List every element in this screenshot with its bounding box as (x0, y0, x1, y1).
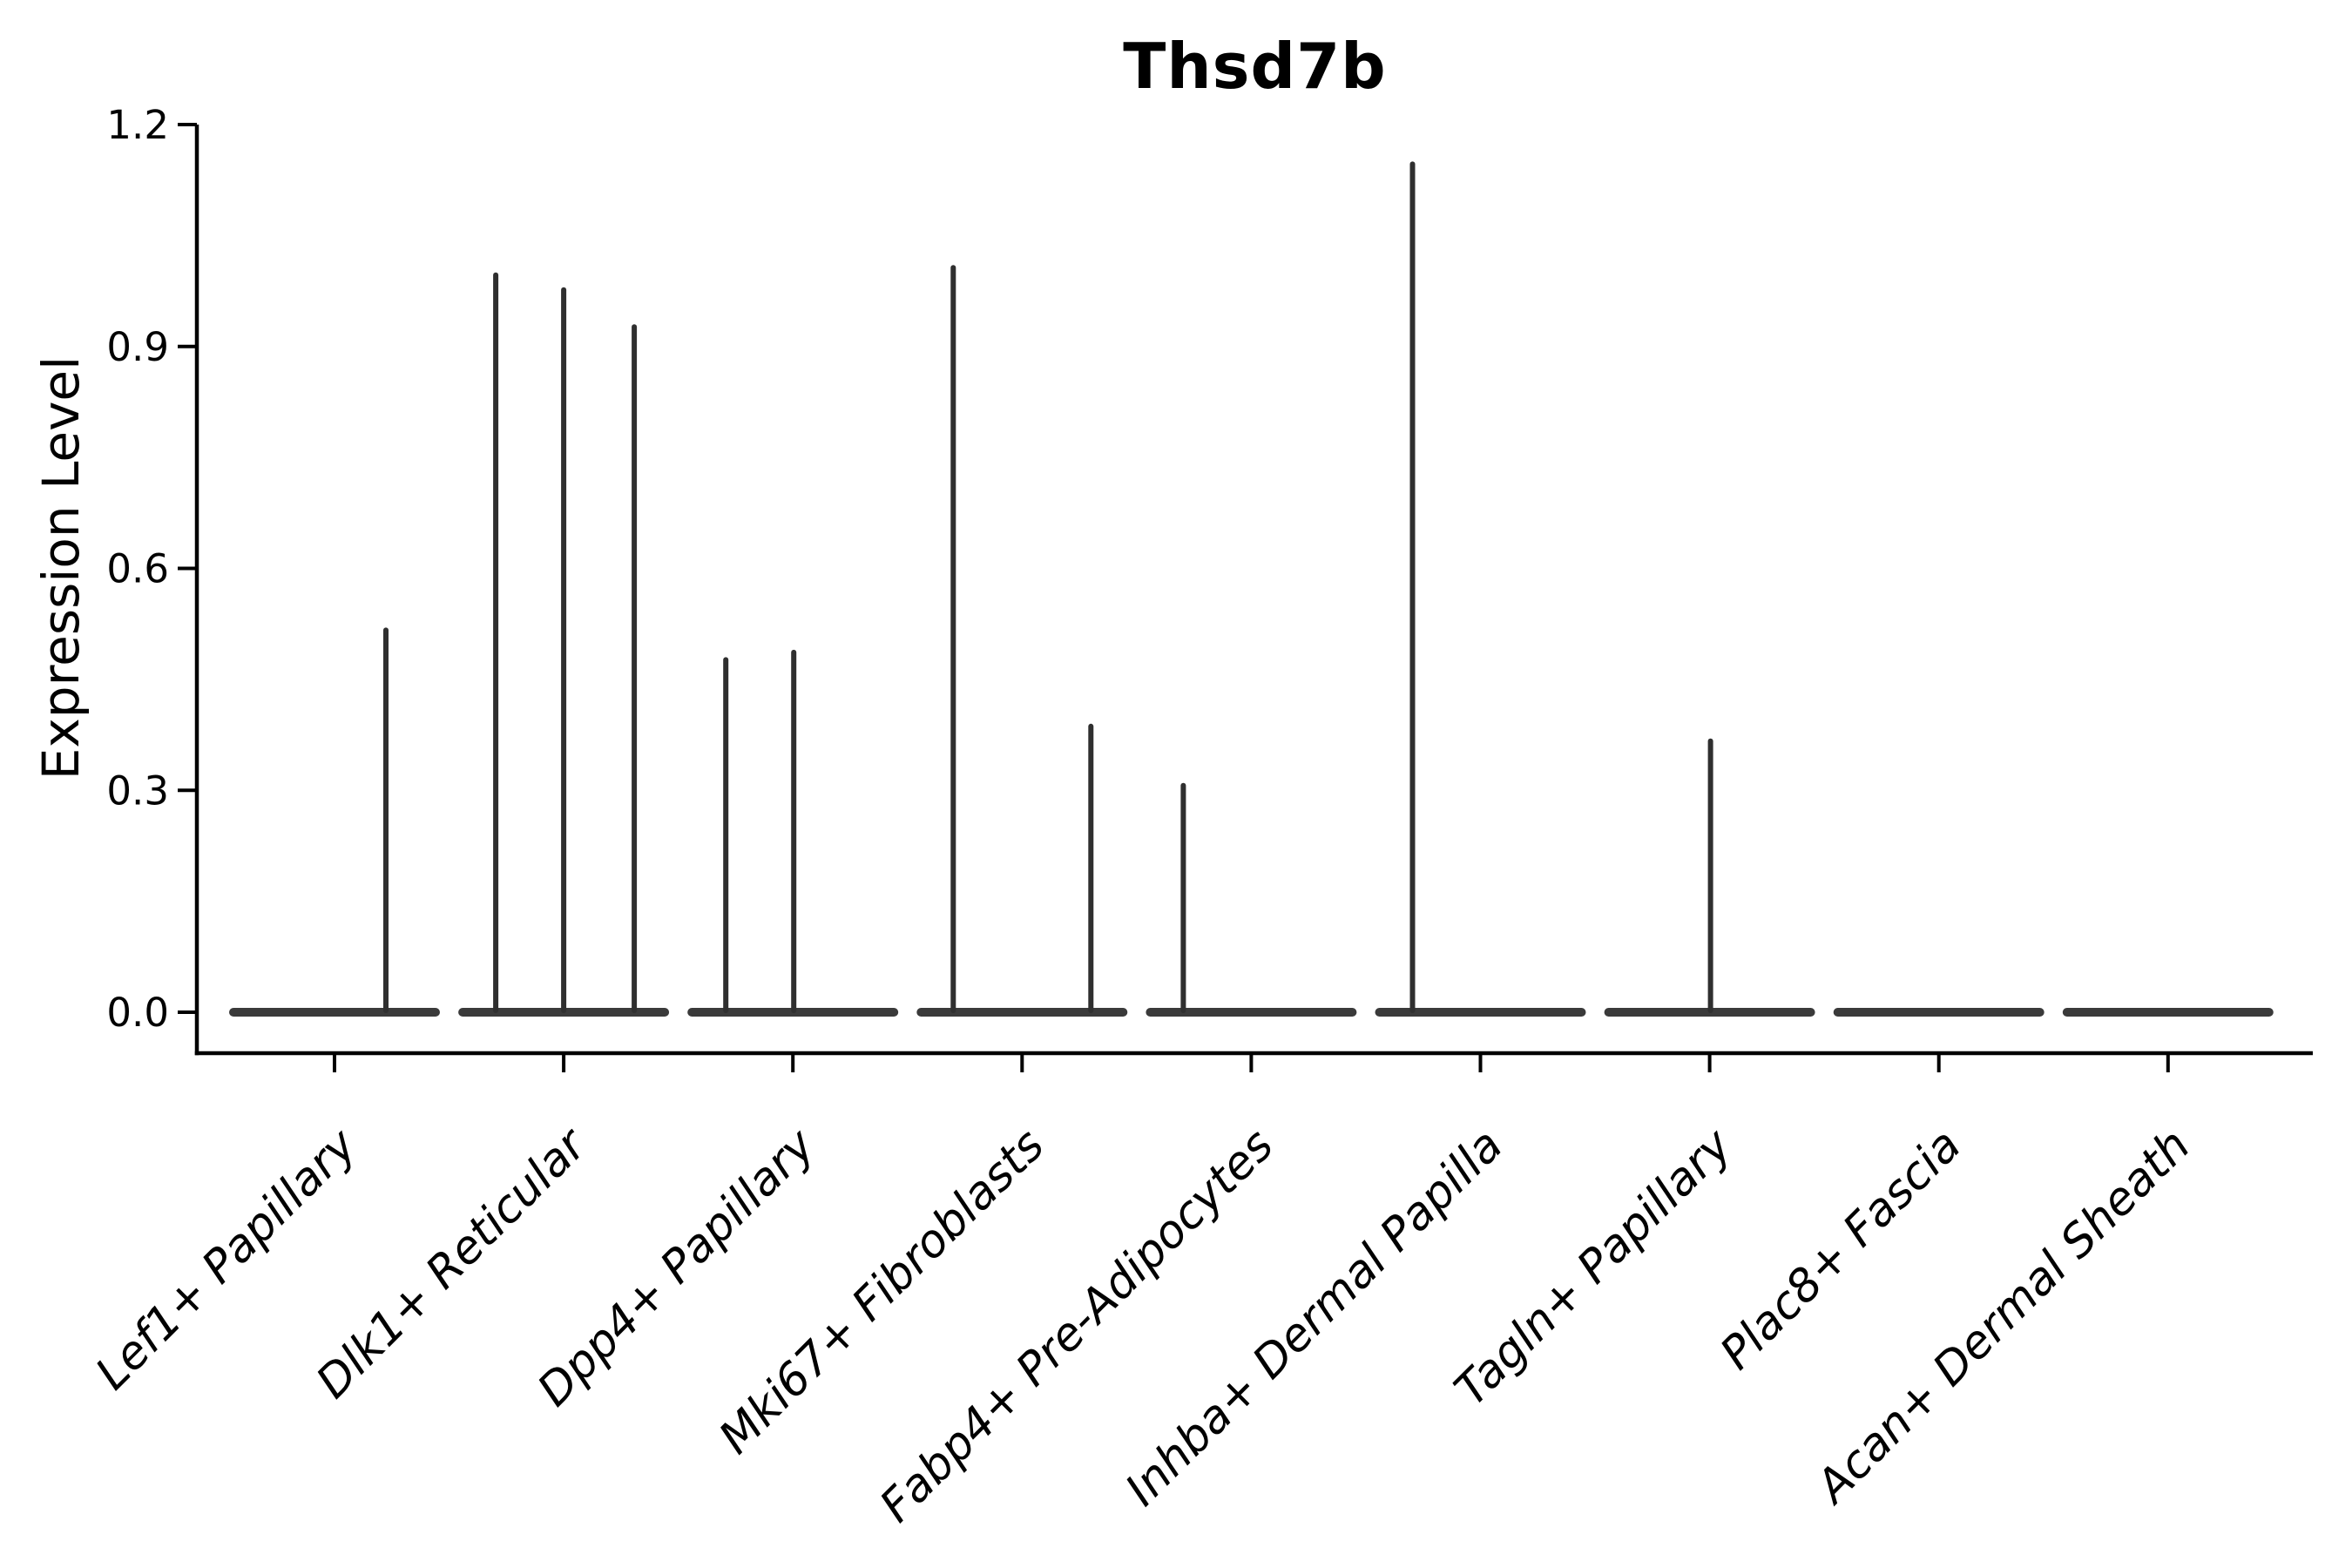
x-tick-label: Plac8+ Fascia (1711, 1119, 1971, 1380)
y-tick-label: 0.0 (106, 990, 169, 1036)
y-tick-label: 0.3 (106, 767, 169, 814)
x-tick-label: Inhba+ Dermal Papilla (1116, 1119, 1513, 1517)
plot-title: Thsd7b (1123, 30, 1387, 103)
x-tick-label: Acan+ Dermal Sheath (1805, 1119, 2200, 1515)
violin-body (2062, 1008, 2274, 1017)
x-tick-label: Fabp4+ Pre-Adipocytes (870, 1119, 1284, 1533)
violin-body (916, 1008, 1128, 1017)
y-tick-label: 0.6 (106, 546, 169, 592)
violin-body (1146, 1008, 1357, 1017)
violin-body (1833, 1008, 2044, 1017)
violin-body (229, 1008, 440, 1017)
violin-body (1375, 1008, 1586, 1017)
y-tick-label: 1.2 (106, 102, 169, 148)
y-tick-label: 0.9 (106, 324, 169, 370)
